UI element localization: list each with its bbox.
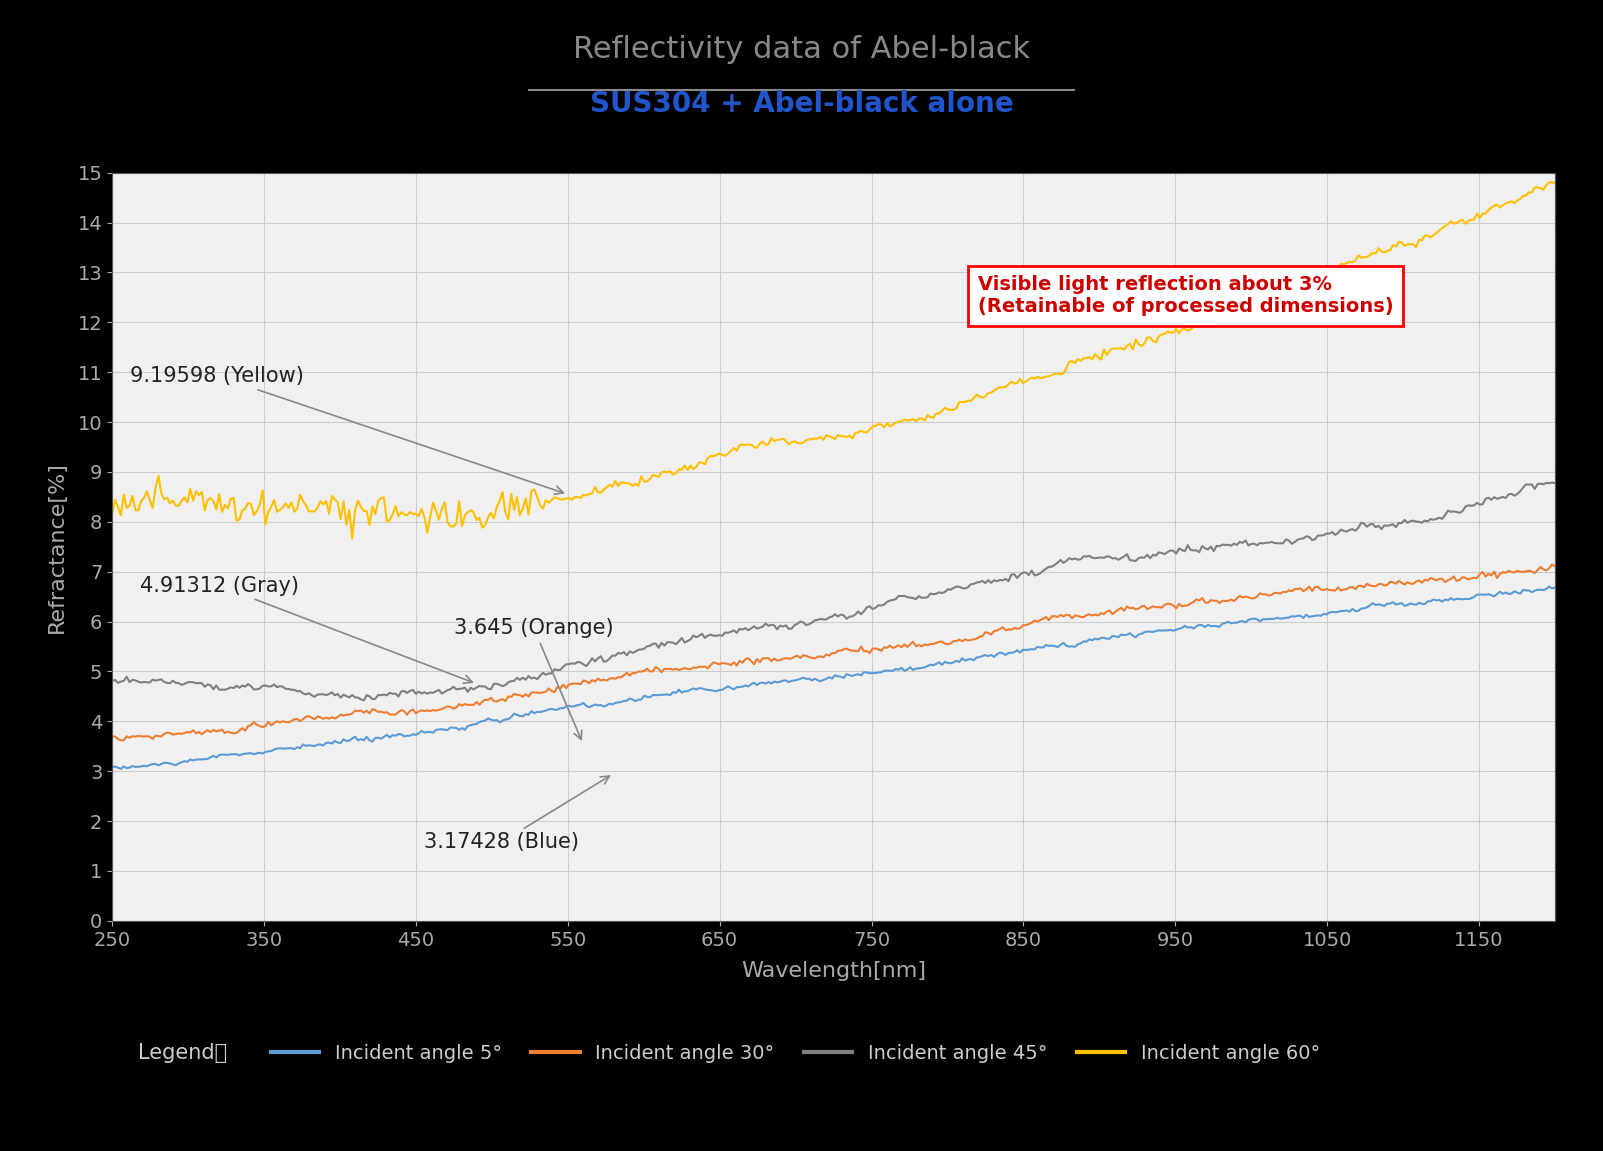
Text: 3.17428 (Blue): 3.17428 (Blue) [423,776,609,853]
Text: Legend：: Legend： [138,1043,228,1064]
Legend: Incident angle 5°, Incident angle 30°, Incident angle 45°, Incident angle 60°: Incident angle 5°, Incident angle 30°, I… [263,1036,1327,1070]
Text: 4.91312 (Gray): 4.91312 (Gray) [139,576,473,684]
Text: Reflectivity data of Abel-black: Reflectivity data of Abel-black [572,35,1031,63]
Text: 9.19598 (Yellow): 9.19598 (Yellow) [130,366,563,494]
Y-axis label: Refractance[%]: Refractance[%] [46,460,66,633]
Text: SUS304 + Abel-black alone: SUS304 + Abel-black alone [590,90,1013,117]
X-axis label: Wavelength[nm]: Wavelength[nm] [741,961,927,981]
Text: Visible light reflection about 3%
(Retainable of processed dimensions): Visible light reflection about 3% (Retai… [978,275,1393,317]
Text: 3.645 (Orange): 3.645 (Orange) [454,618,614,739]
